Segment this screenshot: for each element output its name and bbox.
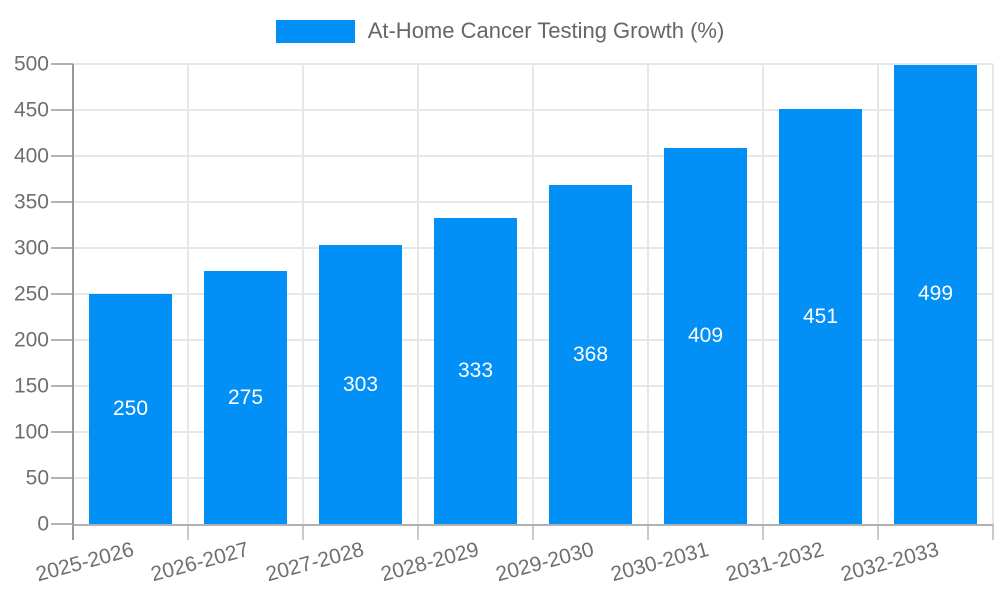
bar-2025-2026[interactable]: 250: [89, 294, 172, 524]
y-tick-label: 200: [13, 328, 49, 352]
y-tick-label: 300: [13, 236, 49, 260]
x-tick-mark: [302, 524, 304, 540]
y-tick-label: 100: [13, 420, 49, 444]
y-axis-line: [72, 64, 74, 540]
x-gridline: [762, 64, 764, 524]
y-tick-mark: [51, 339, 73, 341]
legend: At-Home Cancer Testing Growth (%): [0, 18, 1000, 44]
y-tick-label: 500: [13, 52, 49, 76]
legend-label[interactable]: At-Home Cancer Testing Growth (%): [367, 18, 725, 43]
x-gridline: [647, 64, 649, 524]
bar-2029-2030[interactable]: 368: [549, 185, 632, 524]
y-tick-mark: [51, 523, 73, 525]
y-tick-mark: [51, 431, 73, 433]
x-gridline: [417, 64, 419, 524]
bar-value-label: 451: [802, 304, 839, 328]
x-tick-mark: [532, 524, 534, 540]
bar-2030-2031[interactable]: 409: [664, 147, 747, 524]
y-tick-mark: [51, 477, 73, 479]
x-gridline: [532, 64, 534, 524]
x-tick-mark: [762, 524, 764, 540]
legend-swatch[interactable]: [275, 19, 355, 43]
x-tick-mark: [647, 524, 649, 540]
x-category-label: 2025-2026: [33, 538, 137, 587]
y-tick-mark: [51, 293, 73, 295]
y-tick-label: 0: [37, 512, 49, 536]
x-category-label: 2026-2027: [148, 538, 252, 587]
bar-2028-2029[interactable]: 333: [434, 217, 517, 524]
bar-2032-2033[interactable]: 499: [894, 64, 977, 524]
bar-value-label: 368: [572, 342, 609, 366]
y-tick-mark: [51, 247, 73, 249]
y-tick-mark: [51, 201, 73, 203]
x-tick-mark: [992, 524, 994, 540]
x-gridline: [992, 64, 994, 524]
x-category-label: 2029-2030: [493, 538, 597, 587]
y-tick-label: 50: [25, 466, 49, 490]
bar-value-label: 275: [227, 385, 264, 409]
y-tick-mark: [51, 109, 73, 111]
bar-value-label: 303: [342, 372, 379, 396]
x-gridline: [187, 64, 189, 524]
x-tick-mark: [187, 524, 189, 540]
y-tick-mark: [51, 385, 73, 387]
bar-value-label: 409: [687, 323, 724, 347]
bar-2031-2032[interactable]: 451: [779, 109, 862, 524]
x-category-label: 2031-2032: [723, 538, 827, 587]
x-axis-line: [73, 524, 993, 526]
y-tick-label: 150: [13, 374, 49, 398]
x-tick-mark: [417, 524, 419, 540]
bar-value-label: 250: [112, 397, 149, 420]
x-tick-mark: [877, 524, 879, 540]
x-gridline: [877, 64, 879, 524]
bar-2026-2027[interactable]: 275: [204, 271, 287, 524]
y-tick-label: 250: [13, 282, 49, 306]
bar-value-label: 499: [917, 282, 954, 306]
y-tick-label: 350: [13, 190, 49, 214]
x-category-label: 2032-2033: [838, 538, 942, 587]
y-tick-label: 450: [13, 98, 49, 122]
y-tick-mark: [51, 63, 73, 65]
x-gridline: [302, 64, 304, 524]
x-category-label: 2030-2031: [608, 538, 712, 587]
x-category-label: 2027-2028: [263, 538, 367, 587]
x-category-label: 2028-2029: [378, 538, 482, 587]
bar-2027-2028[interactable]: 303: [319, 245, 402, 524]
y-tick-mark: [51, 155, 73, 157]
y-tick-label: 400: [13, 144, 49, 168]
bar-value-label: 333: [457, 358, 494, 382]
